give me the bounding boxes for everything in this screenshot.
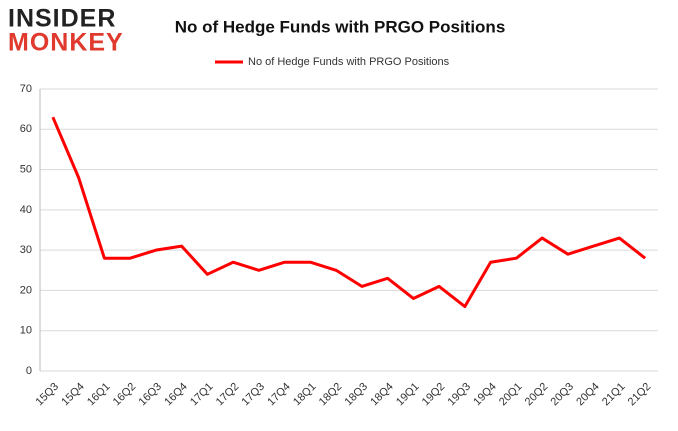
y-tick-label: 40	[20, 204, 32, 216]
x-tick-label: 16Q3	[137, 381, 165, 409]
y-tick-label: 20	[20, 284, 32, 296]
x-tick-label: 18Q2	[317, 381, 345, 409]
x-tick-label: 18Q3	[343, 381, 371, 409]
logo-line2: MONKEY	[8, 29, 124, 57]
y-tick-label: 50	[20, 163, 32, 175]
x-tick-label: 18Q1	[291, 381, 319, 409]
x-tick-label: 17Q2	[214, 381, 242, 409]
x-tick-label: 20Q2	[523, 381, 551, 409]
x-tick-label: 20Q4	[574, 381, 602, 409]
y-tick-label: 10	[20, 325, 32, 337]
x-tick-label: 16Q4	[162, 381, 190, 409]
x-tick-label: 18Q4	[368, 381, 396, 409]
x-tick-label: 21Q1	[600, 381, 628, 409]
x-tick-label: 20Q1	[497, 381, 525, 409]
x-tick-label: 17Q4	[265, 381, 293, 409]
legend-label: No of Hedge Funds with PRGO Positions	[248, 56, 450, 68]
line-series	[51, 116, 647, 309]
x-tick-label: 17Q3	[240, 381, 268, 409]
x-tick-label: 15Q3	[34, 381, 62, 409]
x-tick-label: 21Q2	[626, 381, 654, 409]
x-tick-label: 17Q1	[188, 381, 216, 409]
x-tick-label: 15Q4	[59, 381, 87, 409]
x-tick-label: 16Q2	[111, 381, 139, 409]
y-tick-label: 70	[20, 83, 32, 95]
x-tick-label: 19Q3	[446, 381, 474, 409]
x-tick-label: 20Q3	[549, 381, 577, 409]
y-tick-label: 0	[26, 365, 32, 377]
x-tick-label: 19Q1	[394, 381, 422, 409]
chart-title: No of Hedge Funds with PRGO Positions	[175, 17, 506, 36]
x-tick-label: 16Q1	[85, 381, 113, 409]
y-tick-label: 60	[20, 123, 32, 135]
x-tick-label: 19Q4	[471, 381, 499, 409]
logo-line1: INSIDER	[8, 5, 116, 33]
y-tick-label: 30	[20, 244, 32, 256]
x-tick-label: 19Q2	[420, 381, 448, 409]
